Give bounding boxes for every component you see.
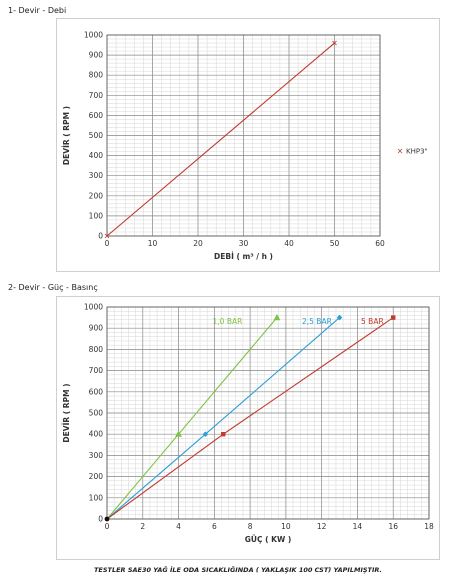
y-tick-label: 600 <box>89 387 104 396</box>
y-tick-label: 0 <box>98 515 103 524</box>
y-tick-label: 800 <box>89 71 104 80</box>
y-tick-label: 700 <box>89 91 104 100</box>
plot-frame <box>106 34 381 237</box>
data-point <box>221 432 226 437</box>
series-label: 2,5 BAR <box>302 317 332 326</box>
y-tick-label: 0 <box>98 232 103 241</box>
y-tick-label: 1000 <box>84 303 103 312</box>
section-2-title: 2- Devir - Güç - Basınç <box>8 283 98 292</box>
chart-1-frame: 0 10 20 30 40 50 60 0 100 200 300 400 500 600 700 800 90… <box>56 18 440 272</box>
legend-label: KHP3" <box>406 148 428 156</box>
chart-1-svg: 0 10 20 30 40 50 60010020030040050060070080090… <box>62 31 428 262</box>
x-tick-label: 14 <box>353 522 363 531</box>
y-tick-label: 500 <box>89 409 104 418</box>
y-tick-label: 900 <box>89 324 104 333</box>
x-tick-label: 16 <box>388 522 398 531</box>
footnote: TESTLER SAE30 YAĞ İLE ODA SICAKLIĞINDA (… <box>93 566 382 574</box>
y-axis-title: DEVİR ( RPM ) <box>62 106 71 165</box>
legend-marker <box>397 148 403 154</box>
origin-point <box>104 516 110 522</box>
x-tick-label: 12 <box>317 522 327 531</box>
data-point <box>273 314 281 321</box>
x-tick-label: 30 <box>239 239 249 248</box>
chart-2-svg: 0 2 4 6 8 10 12 14 16 18 0 100 200 300 400 500 600 700 800… <box>62 303 434 545</box>
y-tick-label: 800 <box>89 345 104 354</box>
y-tick-label: 200 <box>89 191 104 200</box>
y-tick-label: 300 <box>89 171 104 180</box>
y-tick-label: 400 <box>89 151 104 160</box>
chart-2-frame: 0 2 4 6 8 10 12 14 16 18 0 100 200 300 400 500 600 700 800… <box>56 296 440 560</box>
data-point <box>391 315 396 320</box>
x-tick-label: 4 <box>176 522 181 531</box>
data-point <box>175 430 182 437</box>
y-tick-label: 300 <box>89 451 104 460</box>
series-line <box>106 42 335 237</box>
y-axis-title: DEVİR ( RPM ) <box>62 383 71 442</box>
x-tick-label: 0 <box>105 522 110 531</box>
y-tick-label: 900 <box>89 51 104 60</box>
x-tick-label: 2 <box>140 522 145 531</box>
x-tick-label: 60 <box>375 239 385 248</box>
plot-frame <box>106 306 430 520</box>
x-tick-label: 18 <box>424 522 434 531</box>
x-tick-label: 0 <box>105 239 110 248</box>
x-tick-label: 10 <box>281 522 291 531</box>
y-tick-label: 400 <box>89 430 104 439</box>
y-tick-label: 1000 <box>84 31 103 40</box>
x-tick-label: 50 <box>330 239 340 248</box>
x-tick-label: 8 <box>248 522 253 531</box>
x-tick-label: 40 <box>284 239 294 248</box>
y-tick-label: 500 <box>89 131 104 140</box>
x-axis-title: DEBİ ( m³ / h ) <box>214 252 273 261</box>
data-point <box>202 431 209 437</box>
x-tick-label: 20 <box>193 239 203 248</box>
x-axis-title: GÜÇ ( KW ) <box>245 535 292 544</box>
series-label: 5 BAR <box>361 317 384 326</box>
y-tick-label: 700 <box>89 366 104 375</box>
x-tick-label: 6 <box>212 522 217 531</box>
y-tick-label: 100 <box>89 493 104 502</box>
data-point <box>332 40 337 46</box>
section-1-title: 1- Devir - Debi <box>8 6 67 15</box>
y-tick-label: 100 <box>89 211 104 220</box>
y-tick-label: 600 <box>89 111 104 120</box>
y-tick-label: 200 <box>89 472 104 481</box>
x-tick-label: 10 <box>148 239 158 248</box>
series-label: 1,0 BAR <box>213 317 243 326</box>
data-point <box>336 314 343 321</box>
data-point <box>104 233 110 239</box>
